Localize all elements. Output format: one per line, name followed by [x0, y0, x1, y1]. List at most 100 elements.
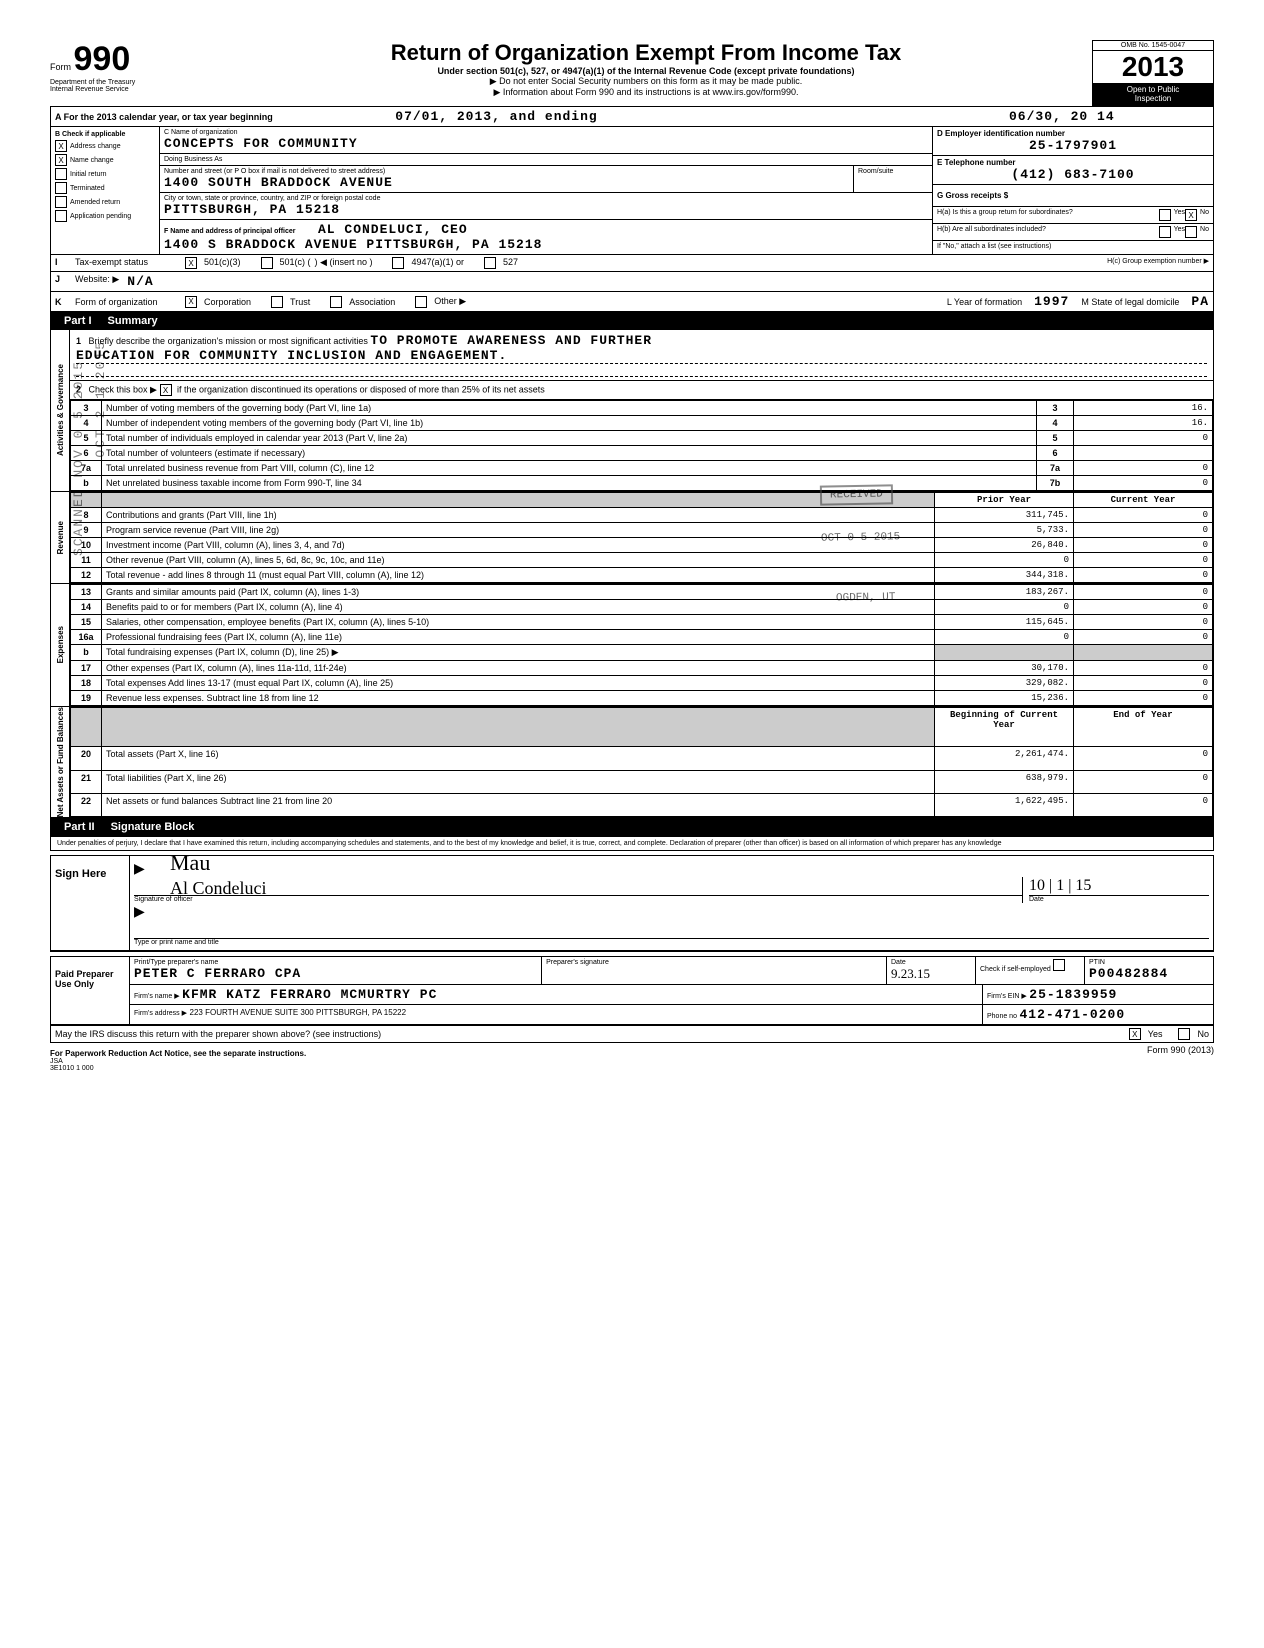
line-desc: Total revenue - add lines 8 through 11 (…	[102, 568, 935, 583]
summary-row: b Total fundraising expenses (Part IX, c…	[71, 645, 1213, 661]
block-b-checkbox[interactable]	[55, 168, 67, 180]
summary-row: 7a Total unrelated business revenue from…	[71, 461, 1213, 476]
line-amt	[1074, 446, 1213, 461]
line-desc: Number of voting members of the governin…	[102, 401, 1037, 416]
ha-no-box[interactable]: X	[1185, 209, 1197, 221]
discuss-yes-box[interactable]: X	[1129, 1028, 1141, 1040]
jsa-code: 3E1010 1 000	[50, 1065, 1214, 1072]
part2-header: Part II Signature Block	[50, 818, 1214, 836]
line-prior: 115,645.	[935, 615, 1074, 630]
4947-box[interactable]	[392, 257, 404, 269]
other-box[interactable]	[415, 296, 427, 308]
line-prior: 344,318.	[935, 568, 1074, 583]
block-b-checkbox[interactable]	[55, 182, 67, 194]
form-990-number: 990	[74, 40, 131, 78]
form-title-block: Return of Organization Exempt From Incom…	[200, 40, 1092, 98]
block-b-label: Amended return	[70, 199, 120, 206]
i-text: Tax-exempt status	[75, 257, 185, 269]
period-label-a: A For the 2013 calendar year, or tax yea…	[55, 112, 273, 122]
ha-yes-box[interactable]	[1159, 209, 1171, 221]
block-b-label: Terminated	[70, 185, 105, 192]
line-box: 6	[1037, 446, 1074, 461]
summary-row: 5 Total number of individuals employed i…	[71, 431, 1213, 446]
line-prior: 2,261,474.	[935, 747, 1074, 770]
jsa: JSA	[50, 1058, 1214, 1065]
hb-yes-box[interactable]	[1159, 226, 1171, 238]
line-prior: 0	[935, 630, 1074, 645]
hb-no-box[interactable]	[1185, 226, 1197, 238]
block-b-item: XAddress change	[55, 140, 155, 152]
scanned-stamp: SCANNED NOV 0 5 2015	[71, 360, 86, 556]
summary-row: 12 Total revenue - add lines 8 through 1…	[71, 568, 1213, 583]
sig-date: 10 | 1 | 15	[1029, 877, 1209, 896]
line-num: 19	[71, 691, 102, 706]
check-self-emp: Check if self-employed	[980, 966, 1051, 973]
summary-exp-table: 13 Grants and similar amounts paid (Part…	[70, 584, 1213, 706]
summary-net-table: Beginning of Current Year End of Year20 …	[70, 707, 1213, 817]
firm-phone-label: Phone no	[987, 1013, 1017, 1020]
signature-block: Sign Here ▶ Mau Signature of officer 10 …	[50, 855, 1214, 952]
form-year-block: OMB No. 1545-0047 2013 Open to Public In…	[1092, 40, 1214, 106]
501c-box[interactable]	[261, 257, 273, 269]
row-i: I Tax-exempt status X 501(c)(3) 501(c) (…	[50, 255, 1214, 272]
501c3-box[interactable]: X	[185, 257, 197, 269]
summary-row: 14 Benefits paid to or for members (Part…	[71, 600, 1213, 615]
corp-box[interactable]: X	[185, 296, 197, 308]
line-num: 22	[71, 793, 102, 816]
line-num: b	[71, 645, 102, 661]
line-desc: Professional fundraising fees (Part IX, …	[102, 630, 935, 645]
line-prior: 311,745.	[935, 508, 1074, 523]
sign-here-label: Sign Here	[51, 856, 130, 950]
block-b-checkbox[interactable]	[55, 210, 67, 222]
line-box: 7b	[1037, 476, 1074, 491]
preparer-left: Paid Preparer Use Only	[51, 957, 130, 1024]
line-num: 16a	[71, 630, 102, 645]
vside-gov-text: Activities & Governance	[56, 364, 65, 456]
prep-print-label: Print/Type preparer's name	[134, 959, 537, 966]
block-b-checkbox[interactable]: X	[55, 140, 67, 152]
summary-row: 16a Professional fundraising fees (Part …	[71, 630, 1213, 645]
527-box[interactable]	[484, 257, 496, 269]
line-box: 3	[1037, 401, 1074, 416]
summary-row: 21 Total liabilities (Part X, line 26) 6…	[71, 770, 1213, 793]
line-prior: 5,733.	[935, 523, 1074, 538]
summary-row: 13 Grants and similar amounts paid (Part…	[71, 585, 1213, 600]
block-b-checkbox[interactable]	[55, 196, 67, 208]
assoc-box[interactable]	[330, 296, 342, 308]
trust-box[interactable]	[271, 296, 283, 308]
part2-label: Part II	[56, 821, 103, 833]
line2-x: X	[163, 386, 168, 395]
4947-label: 4947(a)(1) or	[411, 257, 464, 269]
line1-text: TO PROMOTE AWARENESS AND FURTHER	[370, 333, 652, 348]
prep-check-label: Check if self-employed	[976, 957, 1085, 984]
e-label: E Telephone number	[937, 158, 1209, 167]
arrow-icon: ▶	[134, 860, 145, 876]
summary-row: 17 Other expenses (Part IX, column (A), …	[71, 661, 1213, 676]
hc-label: H(c) Group exemption number ▶	[1107, 257, 1209, 269]
block-b-checkbox[interactable]: X	[55, 154, 67, 166]
line-current: 0	[1074, 793, 1213, 816]
line-num: 14	[71, 600, 102, 615]
discuss-no-box[interactable]	[1178, 1028, 1190, 1040]
ha-x: X	[1188, 211, 1193, 220]
line-desc: Benefits paid to or for members (Part IX…	[102, 600, 935, 615]
officer-signature: Mau	[170, 850, 210, 876]
corp-x: X	[188, 297, 193, 306]
officer-typed-name: Al Condeluci	[170, 878, 267, 899]
preparer-block: Paid Preparer Use Only Print/Type prepar…	[50, 956, 1214, 1026]
line2-box[interactable]: X	[160, 384, 172, 396]
city-label: City or town, state or province, country…	[164, 195, 928, 202]
f-label: F Name and address of principal officer	[164, 228, 295, 235]
block-b-item: Initial return	[55, 168, 155, 180]
line-num: 18	[71, 676, 102, 691]
line-desc: Investment income (Part VIII, column (A)…	[102, 538, 935, 553]
line-desc: Total liabilities (Part X, line 26)	[102, 770, 935, 793]
line-desc: Number of independent voting members of …	[102, 416, 1037, 431]
header-row: Prior Year Current Year	[71, 493, 1213, 508]
501c-label: 501(c) (	[280, 257, 311, 269]
summary-row: 18 Total expenses Add lines 13-17 (must …	[71, 676, 1213, 691]
line-prior: 15,236.	[935, 691, 1074, 706]
line-prior: 0	[935, 553, 1074, 568]
trust-label: Trust	[290, 297, 310, 307]
self-emp-box[interactable]	[1053, 959, 1065, 971]
